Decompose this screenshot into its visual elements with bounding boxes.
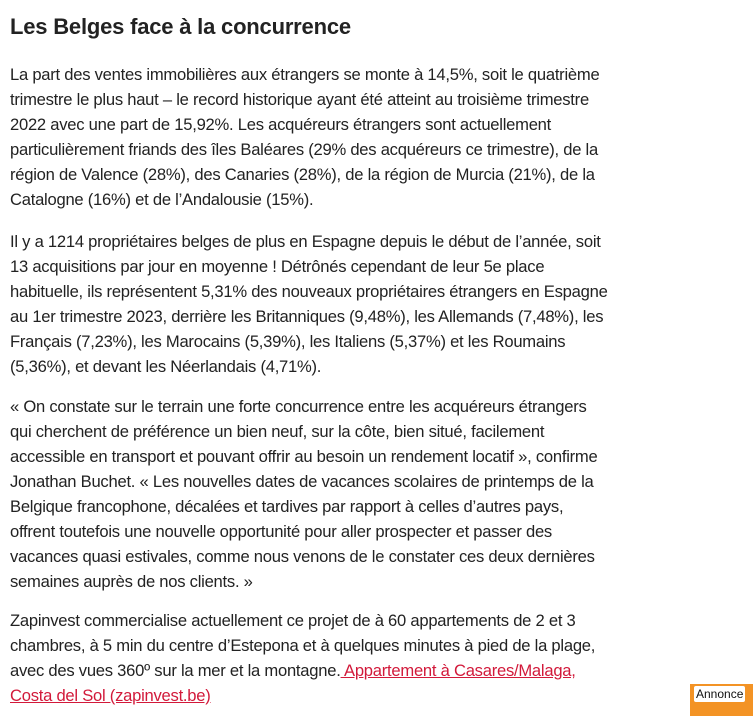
paragraph-quote: « On constate sur le terrain une forte c…	[10, 394, 598, 594]
text-line: avec des vues 360º sur la mer et la mont…	[10, 658, 595, 683]
section-title: Les Belges face à la concurrence	[10, 14, 351, 39]
text-line: Zapinvest commercialise actuellement ce …	[10, 611, 576, 630]
text-line: trimestre le plus haut – le record histo…	[10, 90, 589, 109]
ad-label: Annonce	[694, 686, 746, 702]
text-line: La part des ventes immobilières aux étra…	[10, 65, 600, 84]
text-line: vacances quasi estivales, comme nous ven…	[10, 547, 595, 566]
text-line: Belgique francophone, décalées et tardiv…	[10, 497, 564, 516]
text-line: région de Valence (28%), des Canaries (2…	[10, 165, 595, 184]
ad-banner[interactable]: Annonce	[690, 684, 753, 716]
text-line: Costa del Sol (zapinvest.be)	[10, 683, 595, 708]
text-line: 13 acquisitions par jour en moyenne ! Dé…	[10, 257, 545, 276]
text-line: (5,36%), et devant les Néerlandais (4,71…	[10, 357, 322, 376]
text-line: Catalogne (16%) et de l’Andalousie (15%)…	[10, 190, 314, 209]
text-line: Jonathan Buchet. « Les nouvelles dates d…	[10, 472, 594, 491]
text-line: particulièrement friands des îles Baléar…	[10, 140, 598, 159]
text-line: offrent toutefois une nouvelle opportuni…	[10, 522, 552, 541]
text-line: qui cherchent de préférence un bien neuf…	[10, 422, 545, 441]
paragraph-belgian-owners: Il y a 1214 propriétaires belges de plus…	[10, 229, 608, 379]
text-line: Français (7,23%), les Marocains (5,39%),…	[10, 332, 566, 351]
zapinvest-link[interactable]: Appartement à Casares/Malaga,	[340, 661, 576, 680]
paragraph-zapinvest: Zapinvest commercialise actuellement ce …	[10, 608, 595, 708]
text-line: au 1er trimestre 2023, derrière les Brit…	[10, 307, 604, 326]
text-segment: avec des vues 360º sur la mer et la mont…	[10, 661, 341, 680]
paragraph-foreign-sales: La part des ventes immobilières aux étra…	[10, 62, 600, 212]
text-line: accessible en transport et pouvant offri…	[10, 447, 598, 466]
text-line: chambres, à 5 min du centre d’Estepona e…	[10, 636, 596, 655]
text-line: « On constate sur le terrain une forte c…	[10, 397, 587, 416]
text-line: habituelle, ils représentent 5,31% des n…	[10, 282, 608, 301]
zapinvest-link-continued[interactable]: Costa del Sol (zapinvest.be)	[10, 686, 211, 705]
text-line: Il y a 1214 propriétaires belges de plus…	[10, 232, 601, 251]
text-line: 2022 avec une part de 15,92%. Les acquér…	[10, 115, 552, 134]
text-line: semaines auprès de nos clients. »	[10, 572, 253, 591]
